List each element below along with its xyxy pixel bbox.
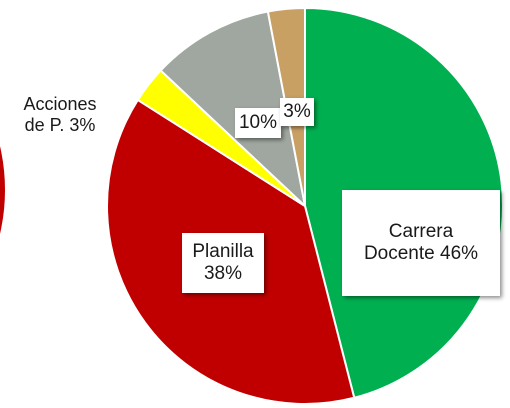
slice-label-line: Docente 46%	[363, 243, 479, 264]
slice-label-line: 10%	[238, 112, 278, 134]
slice-label-line: Acciones	[23, 94, 97, 115]
slice-label-line: de P. 3%	[24, 115, 96, 135]
slice-label-line: 38%	[203, 263, 243, 284]
slice-label-tan: 3%	[280, 98, 314, 126]
slice-label-carrera-docente: Carrera Docente 46%	[342, 190, 500, 296]
slice-label-gray: 10%	[235, 108, 281, 138]
partial-pie-edge-shape	[0, 146, 5, 234]
partial-pie-slice-left-edge	[0, 146, 5, 234]
slice-label-line: 3%	[283, 101, 311, 123]
slice-label-line: Planilla	[192, 241, 254, 263]
slice-label-planilla: Planilla 38%	[182, 233, 264, 293]
pie-slice-gray	[159, 10, 307, 209]
slice-label-line: Carrera	[388, 221, 454, 243]
slice-label-acciones: Acciones de P. 3%	[14, 87, 106, 143]
